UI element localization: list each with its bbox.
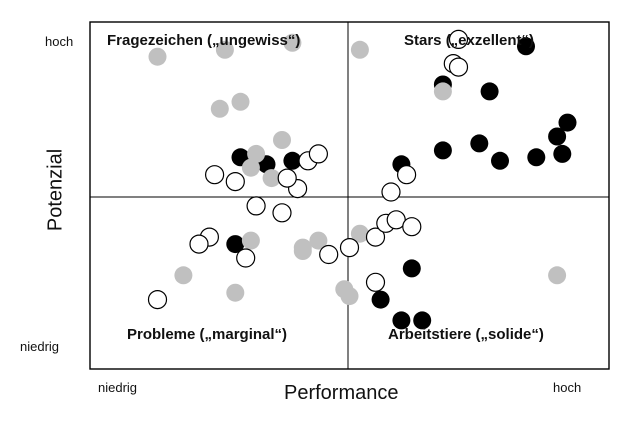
quadrant-label-top-left: Fragezeichen („ungewiss“) (107, 32, 301, 49)
data-point-black (226, 235, 245, 254)
data-point-black (558, 113, 577, 132)
data-point-open (277, 168, 297, 188)
x-axis-title: Performance (284, 382, 399, 404)
data-point-open (189, 234, 209, 254)
data-point-black (402, 259, 421, 278)
data-point-gray (350, 224, 369, 243)
data-point-gray (309, 231, 328, 250)
data-point-black (548, 127, 567, 146)
data-point-black (413, 311, 432, 330)
data-point-open (225, 172, 245, 192)
data-point-open (319, 244, 339, 265)
data-point-open (236, 248, 256, 268)
data-point-open (397, 165, 417, 185)
data-point-gray (210, 99, 229, 118)
data-point-black (480, 82, 499, 101)
quadrant-label-bottom-left: Probleme („marginal“) (127, 326, 288, 343)
data-point-open (381, 182, 401, 202)
data-point-gray (241, 231, 260, 250)
data-point-gray (283, 33, 302, 52)
data-point-open (448, 29, 469, 50)
data-point-open (339, 238, 360, 258)
data-point-black (392, 311, 411, 330)
data-point-open (246, 196, 266, 216)
data-point-gray (148, 47, 167, 66)
data-point-gray (340, 287, 359, 306)
data-point-black (470, 134, 489, 153)
data-point-black (553, 144, 572, 163)
data-point-gray (241, 158, 260, 177)
data-point-gray (174, 266, 193, 285)
data-point-black (527, 148, 546, 167)
data-point-gray (273, 131, 291, 149)
data-point-open (365, 227, 386, 247)
data-point-gray (262, 169, 281, 188)
data-point-open (147, 290, 168, 310)
x-tick-low: niedrig (98, 380, 138, 395)
plot-frame (89, 21, 610, 370)
data-point-black (283, 151, 302, 170)
data-point-gray (293, 238, 312, 257)
data-points (147, 29, 577, 330)
x-tick-high: hoch (553, 380, 582, 395)
data-point-black (491, 151, 509, 170)
data-point-gray (231, 92, 250, 111)
quadrant-label-top-right: Stars („exzellent“) (404, 32, 535, 49)
data-point-open (205, 165, 225, 185)
data-point-gray (247, 144, 266, 163)
quadrant-label-bottom-right: Arbeitstiere („solide“) (388, 326, 544, 343)
data-point-gray (215, 40, 234, 59)
data-point-gray (548, 266, 567, 285)
data-point-black (433, 141, 452, 160)
data-point-gray (226, 283, 245, 302)
data-point-open (272, 203, 292, 223)
data-point-black (371, 290, 390, 309)
y-axis-title: Potenzial (44, 148, 67, 232)
data-point-open (448, 57, 469, 77)
data-point-gray (433, 82, 452, 101)
data-point-black (517, 37, 535, 56)
data-point-open (308, 144, 328, 164)
data-point-gray (350, 40, 369, 59)
data-point-open (365, 272, 386, 292)
y-tick-high: hoch (45, 34, 74, 49)
y-tick-low: niedrig (20, 339, 60, 354)
data-point-open (402, 217, 422, 237)
